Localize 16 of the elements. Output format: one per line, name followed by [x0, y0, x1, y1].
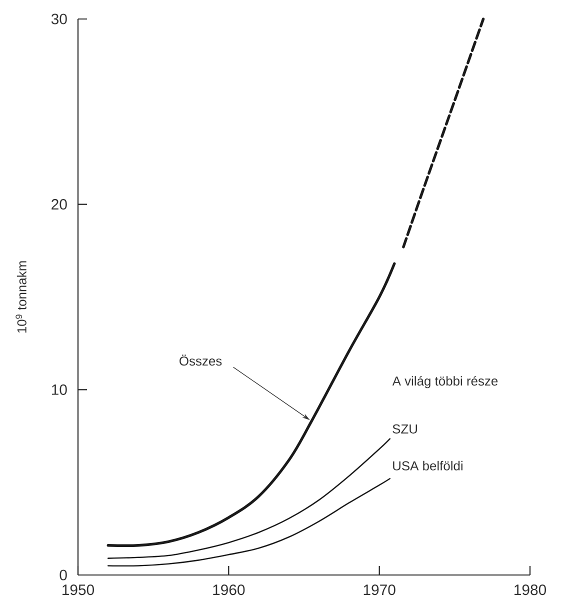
- series-label: SZU: [392, 424, 417, 434]
- x-tick-label: 1950: [62, 584, 94, 596]
- annotation: A világ többi része: [392, 376, 498, 388]
- y-tick-label: 10: [52, 384, 67, 395]
- line-series: [402, 18, 485, 248]
- x-tick-label: 1960: [213, 584, 245, 596]
- line-series: [107, 438, 391, 559]
- y-tick-label: 20: [52, 199, 67, 210]
- line-series: [107, 478, 391, 567]
- y-axis-title: 10$^{9}$ tonnakm: [16, 261, 26, 333]
- y-tick-label: 0: [60, 570, 67, 580]
- x-tick-label: 1970: [364, 584, 396, 596]
- y-tick-label: 30: [51, 14, 67, 24]
- series-label: USA belföldi: [393, 460, 462, 470]
- annotation: Összes: [180, 354, 222, 366]
- x-tick-label: 1980: [514, 584, 546, 596]
